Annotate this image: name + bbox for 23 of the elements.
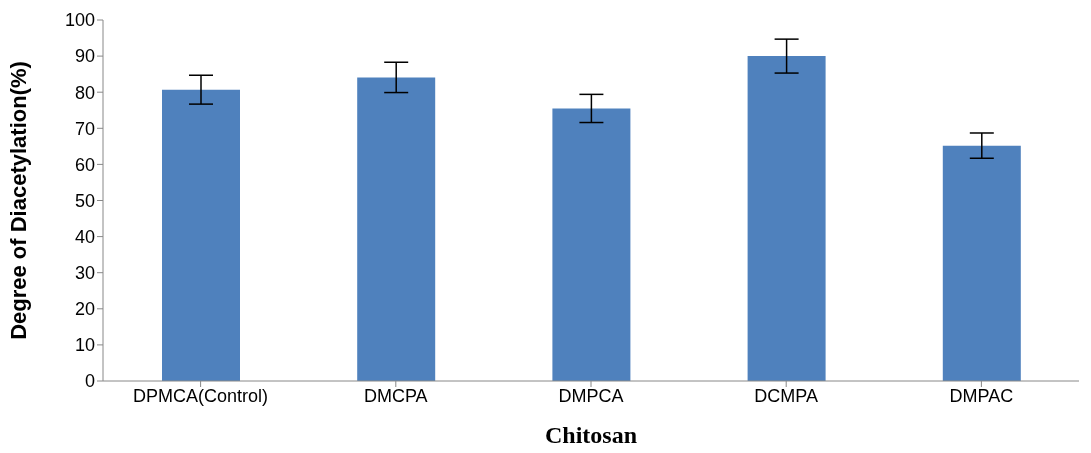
bar — [942, 145, 1021, 381]
x-tick-label: DCMPA — [754, 385, 819, 406]
x-tick-label: DMPAC — [949, 385, 1014, 406]
y-tick-label: 40 — [74, 226, 95, 247]
y-tick-label: 50 — [74, 190, 95, 211]
x-tick-label: DMCPA — [363, 385, 428, 406]
y-tick-label: 70 — [74, 118, 95, 139]
bar — [552, 108, 631, 381]
bar — [747, 56, 826, 381]
y-tick-label: 0 — [84, 371, 95, 392]
y-axis-title: Degree of Diacetylation(%) — [5, 61, 31, 340]
y-tick-label: 10 — [74, 335, 95, 356]
y-tick-label: 90 — [74, 46, 95, 67]
y-tick-label: 100 — [64, 10, 95, 31]
bar — [357, 77, 436, 381]
y-tick-label: 20 — [74, 299, 95, 320]
bar — [162, 89, 240, 381]
x-axis-title: Chitosan — [544, 422, 638, 448]
y-tick-label: 60 — [74, 154, 95, 175]
x-tick-label: DMPCA — [558, 385, 624, 406]
y-tick-label: 80 — [74, 82, 95, 103]
x-tick-label: DPMCA(Control) — [133, 385, 269, 406]
y-tick-label: 30 — [74, 263, 95, 284]
